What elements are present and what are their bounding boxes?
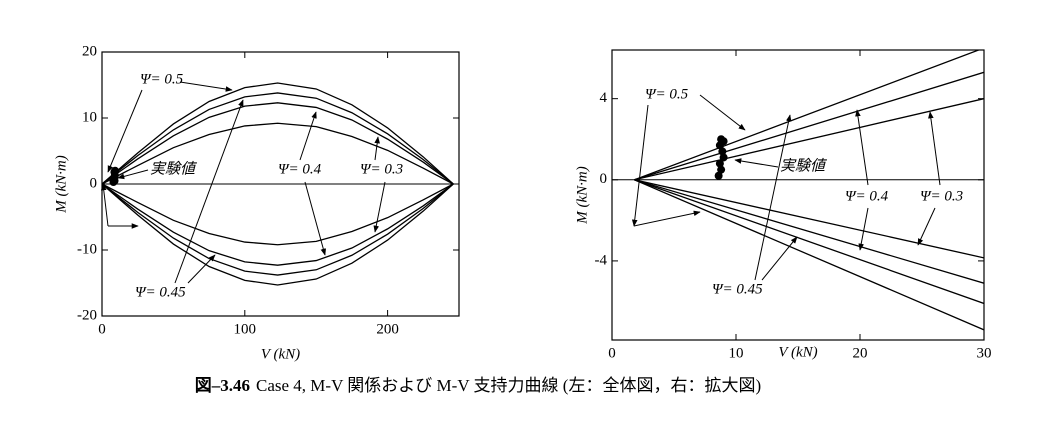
annotation-arrow — [761, 236, 798, 281]
x-tick-label: 0 — [98, 321, 106, 337]
annotation-arrow — [117, 169, 149, 180]
y-tick-label: 0 — [600, 171, 608, 187]
annotation-arrow — [304, 181, 327, 256]
y-tick-label: 0 — [90, 175, 98, 191]
annotation: 実験値 — [150, 160, 198, 177]
annotation: Ψ= 0.3 — [920, 188, 963, 204]
y-tick-label: 10 — [82, 109, 97, 125]
x-tick-label: 30 — [977, 345, 992, 361]
x-tick-label: 0 — [608, 345, 616, 361]
data-point — [717, 135, 726, 144]
plot-area — [102, 82, 454, 286]
annotation: Ψ= 0.45 — [712, 281, 763, 297]
x-tick-label: 100 — [234, 321, 257, 337]
curve — [102, 102, 454, 185]
annotation: Ψ= 0.4 — [278, 161, 322, 177]
annotation: 実験値 — [780, 157, 828, 174]
y-tick-label: -4 — [595, 252, 608, 268]
data-point — [715, 159, 724, 168]
data-point — [111, 166, 120, 175]
plot-frame — [611, 49, 985, 341]
data-point — [717, 165, 726, 174]
annotation: Ψ= 0.4 — [845, 188, 889, 204]
annotation: Ψ= 0.5 — [140, 71, 184, 87]
annotation-arrow — [107, 89, 143, 173]
curve — [102, 183, 454, 266]
data-point — [110, 176, 119, 185]
annotation: Ψ= 0.45 — [135, 284, 186, 300]
curve — [102, 183, 454, 286]
x-tick-label: 20 — [853, 345, 868, 361]
data-point — [714, 171, 723, 180]
annotation-arrow — [699, 94, 746, 131]
data-point — [718, 147, 727, 156]
curve — [634, 179, 984, 259]
x-tick-label: 200 — [376, 321, 399, 337]
annotation: Ψ= 0.3 — [360, 161, 403, 177]
y-tick-label: 4 — [600, 90, 608, 106]
y-tick-label: 20 — [82, 43, 97, 59]
caption-text: Case 4, M-V 関係および M-V 支持力曲線 (左：全体図，右：拡大図… — [256, 376, 761, 395]
annotation: Ψ= 0.5 — [645, 86, 689, 102]
annotation-arrow — [633, 210, 701, 227]
plot-area — [634, 50, 984, 331]
annotation-arrow — [373, 181, 386, 233]
curve — [102, 183, 454, 246]
data-point — [719, 153, 728, 162]
curve — [102, 122, 454, 185]
curve — [634, 179, 984, 331]
curve — [634, 179, 984, 305]
x-tick-label: 10 — [729, 345, 744, 361]
annotation-arrow — [858, 207, 869, 251]
curve — [634, 71, 984, 181]
curve — [634, 50, 981, 181]
annotation-arrow — [174, 99, 244, 284]
annotation-arrow — [754, 114, 792, 281]
annotation-arrow — [917, 207, 936, 246]
annotation-arrow — [187, 254, 216, 284]
x-axis-label: V (kN) — [778, 344, 817, 360]
x-axis-label: V (kN) — [261, 346, 300, 362]
y-tick-label: -20 — [77, 307, 97, 323]
annotation-arrow — [299, 111, 317, 161]
y-axis-label: M (kN·m) — [53, 155, 69, 213]
y-tick-label: -10 — [77, 241, 97, 257]
annotation-arrow — [179, 81, 233, 92]
curve — [634, 98, 984, 181]
caption-number: 図–3.46 — [195, 376, 250, 395]
annotation-arrow — [374, 136, 380, 161]
y-axis-label: M (kN·m) — [574, 166, 590, 224]
annotation-arrow — [855, 109, 869, 186]
curve — [102, 183, 454, 276]
curve — [634, 179, 984, 284]
curve — [102, 82, 454, 185]
annotation-arrow — [928, 111, 941, 186]
annotation-arrow — [631, 104, 649, 227]
curve — [102, 92, 454, 185]
annotation-arrow — [100, 183, 109, 227]
annotation-arrow — [734, 158, 779, 168]
